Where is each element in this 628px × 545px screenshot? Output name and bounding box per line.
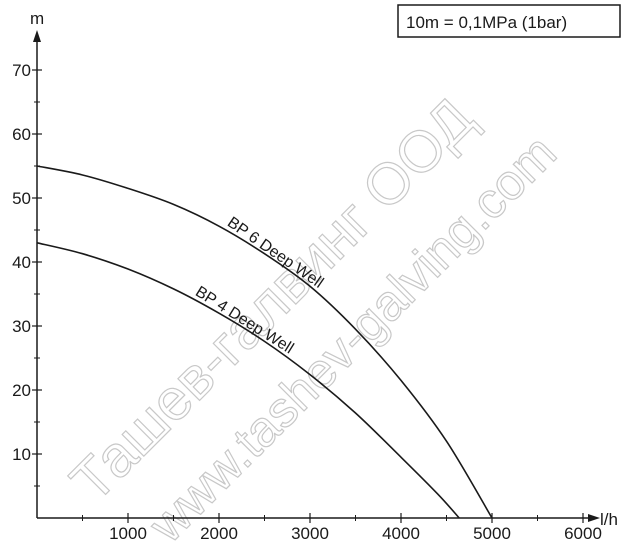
x-axis-label: l/h — [600, 510, 618, 529]
y-tick-label: 40 — [12, 253, 31, 272]
series-line-1 — [36, 165, 493, 519]
y-tick-label: 60 — [12, 125, 31, 144]
y-tick-label: 50 — [12, 189, 31, 208]
axes — [33, 30, 600, 522]
legend-frame — [397, 4, 621, 38]
x-tick-label: 3000 — [291, 524, 329, 543]
y-tick-label: 10 — [12, 445, 31, 464]
y-axis-arrow — [33, 30, 41, 42]
x-tick-label: 5000 — [473, 524, 511, 543]
y-tick-label: 30 — [12, 317, 31, 336]
x-tick-label: 4000 — [382, 524, 420, 543]
x-tick-label: 2000 — [200, 524, 238, 543]
x-tick-label: 1000 — [109, 524, 147, 543]
x-axis-arrow — [588, 514, 600, 522]
y-tick-label: 70 — [12, 61, 31, 80]
legend-box: 10m = 0,1MPa (1bar) — [397, 4, 621, 38]
y-tick-label: 20 — [12, 381, 31, 400]
legend-text: 10m = 0,1MPa (1bar) — [406, 13, 567, 32]
watermark: Ташев-галвинг ООД www.tashev-galving.com — [58, 85, 568, 545]
ticks: 10 20 30 40 50 60 70 1000 2000 3000 4000 5000 6000 — [12, 61, 602, 543]
x-tick-label: 6000 — [564, 524, 602, 543]
series-line-2 — [36, 242, 460, 519]
y-axis-label: m — [30, 9, 44, 28]
